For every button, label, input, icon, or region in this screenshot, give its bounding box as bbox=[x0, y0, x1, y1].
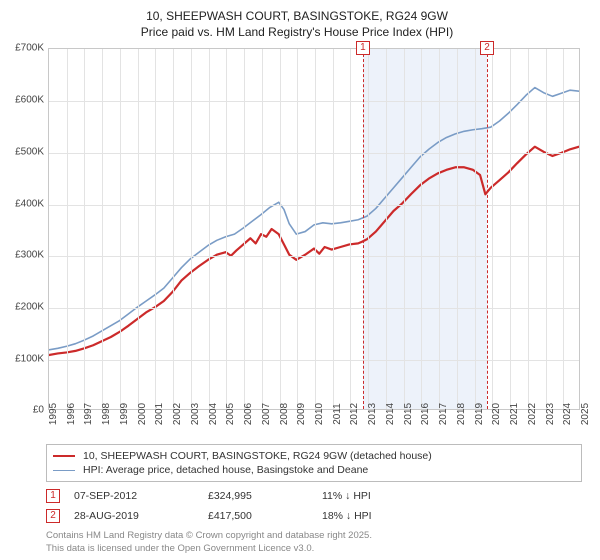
sale-marker-badge: 1 bbox=[356, 41, 370, 55]
gridline-v bbox=[421, 49, 422, 409]
gridline-v bbox=[333, 49, 334, 409]
legend-swatch bbox=[53, 470, 75, 471]
legend-item-price-paid: 10, SHEEPWASH COURT, BASINGSTOKE, RG24 9… bbox=[53, 449, 575, 463]
gridline-h bbox=[49, 153, 579, 154]
x-tick-label: 2025 bbox=[580, 403, 600, 425]
gridline-h bbox=[49, 205, 579, 206]
table-row: 2 28-AUG-2019 £417,500 18% ↓ HPI bbox=[46, 506, 582, 526]
gridline-v bbox=[280, 49, 281, 409]
gridline-v bbox=[173, 49, 174, 409]
gridline-v bbox=[138, 49, 139, 409]
gridline-v bbox=[102, 49, 103, 409]
gridline-v bbox=[120, 49, 121, 409]
y-tick-label: £0 bbox=[10, 405, 44, 416]
sale-price: £324,995 bbox=[208, 490, 308, 502]
table-row: 1 07-SEP-2012 £324,995 11% ↓ HPI bbox=[46, 486, 582, 506]
gridline-v bbox=[528, 49, 529, 409]
legend-label: HPI: Average price, detached house, Basi… bbox=[83, 464, 368, 476]
sale-date: 07-SEP-2012 bbox=[74, 490, 194, 502]
footnote-line: Contains HM Land Registry data © Crown c… bbox=[46, 530, 582, 542]
gridline-v bbox=[492, 49, 493, 409]
gridline-v bbox=[262, 49, 263, 409]
series-price_paid bbox=[49, 147, 579, 355]
sale-vs-hpi: 18% ↓ HPI bbox=[322, 510, 432, 522]
marker-badge: 2 bbox=[46, 509, 60, 523]
gridline-v bbox=[226, 49, 227, 409]
y-tick-label: £600K bbox=[10, 95, 44, 106]
footnote-line: This data is licensed under the Open Gov… bbox=[46, 543, 582, 555]
gridline-v bbox=[368, 49, 369, 409]
legend-swatch bbox=[53, 455, 75, 457]
y-tick-label: £700K bbox=[10, 43, 44, 54]
gridline-h bbox=[49, 360, 579, 361]
marker-badge: 1 bbox=[46, 489, 60, 503]
chart-title-line2: Price paid vs. HM Land Registry's House … bbox=[4, 24, 590, 40]
y-tick-label: £100K bbox=[10, 353, 44, 364]
gridline-v bbox=[84, 49, 85, 409]
sale-vs-hpi: 11% ↓ HPI bbox=[322, 490, 432, 502]
legend-label: 10, SHEEPWASH COURT, BASINGSTOKE, RG24 9… bbox=[83, 450, 432, 462]
sale-marker-badge: 2 bbox=[480, 41, 494, 55]
gridline-v bbox=[350, 49, 351, 409]
sale-marker-line bbox=[487, 49, 488, 409]
sales-table: 1 07-SEP-2012 £324,995 11% ↓ HPI 2 28-AU… bbox=[46, 486, 582, 526]
gridline-v bbox=[475, 49, 476, 409]
y-tick-label: £500K bbox=[10, 146, 44, 157]
gridline-h bbox=[49, 101, 579, 102]
sale-price: £417,500 bbox=[208, 510, 308, 522]
plot-area: 12 bbox=[48, 48, 580, 410]
gridline-v bbox=[386, 49, 387, 409]
sale-marker-line bbox=[363, 49, 364, 409]
gridline-v bbox=[439, 49, 440, 409]
chart-title-block: 10, SHEEPWASH COURT, BASINGSTOKE, RG24 9… bbox=[4, 8, 590, 40]
line-layer bbox=[49, 49, 579, 409]
series-hpi bbox=[49, 88, 579, 350]
footnote: Contains HM Land Registry data © Crown c… bbox=[46, 530, 582, 555]
legend-item-hpi: HPI: Average price, detached house, Basi… bbox=[53, 463, 575, 477]
gridline-v bbox=[209, 49, 210, 409]
chart-title-line1: 10, SHEEPWASH COURT, BASINGSTOKE, RG24 9… bbox=[4, 8, 590, 24]
gridline-v bbox=[315, 49, 316, 409]
legend: 10, SHEEPWASH COURT, BASINGSTOKE, RG24 9… bbox=[46, 444, 582, 482]
gridline-v bbox=[155, 49, 156, 409]
gridline-v bbox=[244, 49, 245, 409]
gridline-v bbox=[457, 49, 458, 409]
gridline-v bbox=[67, 49, 68, 409]
sale-date: 28-AUG-2019 bbox=[74, 510, 194, 522]
chart: 12 £0£100K£200K£300K£400K£500K£600K£700K… bbox=[10, 44, 584, 438]
gridline-v bbox=[297, 49, 298, 409]
gridline-v bbox=[404, 49, 405, 409]
root: 10, SHEEPWASH COURT, BASINGSTOKE, RG24 9… bbox=[0, 0, 600, 560]
gridline-h bbox=[49, 308, 579, 309]
gridline-v bbox=[510, 49, 511, 409]
gridline-v bbox=[546, 49, 547, 409]
gridline-v bbox=[563, 49, 564, 409]
y-tick-label: £300K bbox=[10, 250, 44, 261]
gridline-h bbox=[49, 256, 579, 257]
gridline-v bbox=[191, 49, 192, 409]
y-tick-label: £400K bbox=[10, 198, 44, 209]
y-tick-label: £200K bbox=[10, 301, 44, 312]
